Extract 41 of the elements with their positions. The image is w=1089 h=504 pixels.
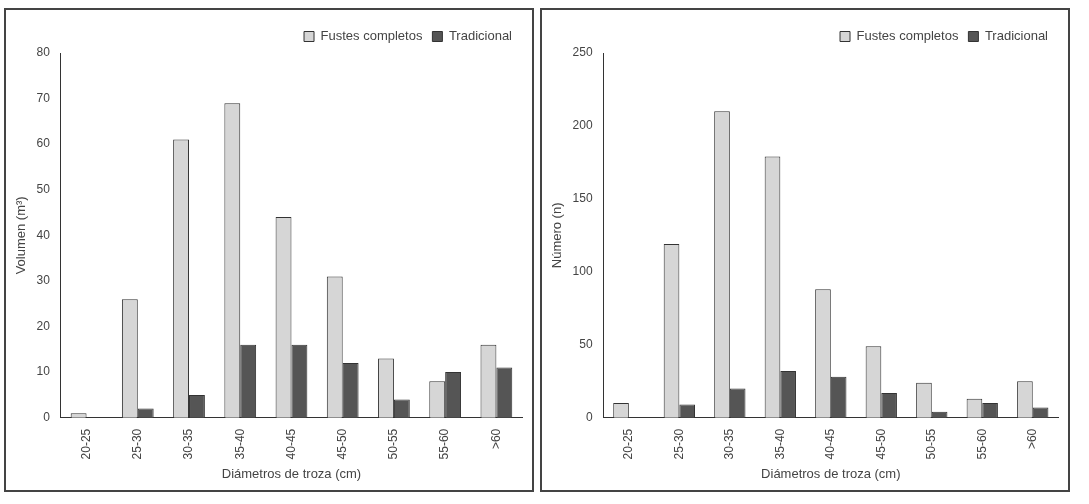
x-tick-label: 25-30: [671, 428, 686, 460]
y-tick-label: 100: [572, 264, 593, 279]
x-tick-label: 20-25: [78, 428, 93, 460]
y-axis-title: Número (n): [549, 202, 565, 269]
x-tick-label: 30-35: [181, 428, 196, 460]
x-axis-title: Diámetros de troza (cm): [761, 465, 901, 481]
legend-label: Tradicional: [984, 28, 1049, 44]
y-tick-label: 80: [36, 45, 51, 60]
x-axis-title: Diámetros de troza (cm): [221, 465, 362, 481]
y-tick-label: 30: [36, 273, 51, 288]
x-tick-label: 40-45: [283, 428, 298, 460]
y-tick-label: 200: [572, 118, 593, 133]
x-tick-label: 45-50: [873, 428, 888, 460]
legend-label: Tradicional: [448, 28, 513, 44]
x-tick-label: 50-55: [386, 428, 401, 460]
x-tick-label: 45-50: [335, 428, 350, 460]
y-tick-label: 20: [36, 318, 51, 333]
x-tick-label: 20-25: [621, 428, 636, 460]
x-tick-label: 55-60: [437, 428, 452, 460]
y-tick-label: 10: [36, 364, 51, 379]
y-tick-label: 50: [579, 337, 593, 352]
y-axis-title: Volumen (m³): [13, 196, 29, 275]
x-tick-label: 30-35: [722, 428, 737, 460]
y-tick-label: 50: [36, 182, 51, 197]
x-tick-label: 35-40: [772, 428, 787, 460]
x-tick-label: >60: [1025, 428, 1040, 450]
x-tick-label: 35-40: [232, 428, 247, 460]
x-tick-label: 25-30: [130, 428, 145, 460]
legend-label: Fustes completos: [320, 28, 423, 44]
legend-label: Fustes completos: [856, 28, 959, 44]
y-tick-label: 150: [572, 191, 593, 206]
y-tick-label: 0: [585, 410, 593, 425]
y-tick-label: 70: [36, 90, 51, 105]
x-tick-label: >60: [488, 428, 503, 450]
x-tick-label: 40-45: [823, 428, 838, 460]
x-tick-label: 55-60: [974, 428, 989, 460]
y-tick-label: 60: [36, 136, 51, 151]
y-tick-label: 0: [43, 410, 51, 425]
x-tick-label: 50-55: [924, 428, 939, 460]
y-tick-label: 40: [36, 227, 51, 242]
y-tick-label: 250: [572, 45, 593, 60]
